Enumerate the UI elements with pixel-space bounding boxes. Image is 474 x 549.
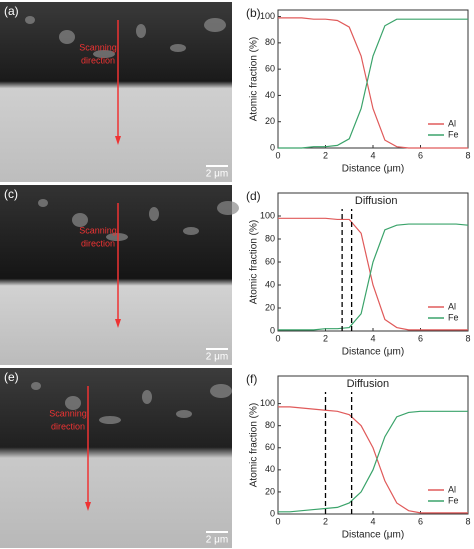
- y-tick-label: 100: [260, 398, 275, 408]
- scan-label: Scanning: [49, 408, 87, 418]
- x-tick-label: 4: [370, 333, 375, 343]
- y-axis-label: Atomic fraction (%): [249, 403, 260, 487]
- legend-label: Al: [448, 301, 456, 311]
- arrow-head: [115, 136, 121, 145]
- panel-label: (e): [4, 370, 19, 384]
- scan-label: Scanning: [79, 225, 117, 235]
- x-tick-label: 8: [465, 333, 470, 343]
- y-tick-label: 60: [265, 256, 275, 266]
- data-line: [278, 410, 468, 513]
- particle: [31, 382, 41, 390]
- particle: [65, 396, 81, 410]
- particle: [25, 16, 35, 24]
- data-line: [278, 18, 468, 149]
- scale-label: 2 μm: [206, 352, 228, 363]
- y-tick-label: 80: [265, 233, 275, 243]
- x-axis-label: Distance (μm): [342, 164, 404, 175]
- annotation: Diffusion: [355, 195, 398, 207]
- scan-label: Scanning: [79, 42, 117, 52]
- scale-label: 2 μm: [206, 535, 228, 546]
- data-line: [278, 217, 468, 331]
- arrow-head: [85, 502, 91, 511]
- sem-image: [0, 185, 232, 365]
- x-tick-label: 8: [465, 516, 470, 526]
- data-line: [278, 223, 469, 331]
- legend-label: Fe: [448, 129, 459, 139]
- y-tick-label: 60: [265, 442, 275, 452]
- y-axis-label: Atomic fraction (%): [249, 220, 260, 304]
- x-tick-label: 2: [323, 333, 328, 343]
- x-axis-label: Distance (μm): [342, 347, 404, 358]
- annotation: Diffusion: [347, 378, 390, 390]
- x-tick-label: 6: [418, 150, 423, 160]
- x-tick-label: 6: [418, 516, 423, 526]
- scan-label: direction: [81, 55, 115, 65]
- legend-label: Fe: [448, 495, 459, 505]
- panel-label: (c): [4, 187, 18, 201]
- x-tick-label: 2: [323, 150, 328, 160]
- particle: [93, 50, 115, 58]
- particle: [38, 199, 48, 207]
- scale-bar: [206, 348, 228, 350]
- legend-label: Al: [448, 118, 456, 128]
- y-tick-label: 60: [265, 64, 275, 74]
- x-tick-label: 2: [323, 516, 328, 526]
- y-tick-label: 80: [265, 420, 275, 430]
- panel-label: (f): [246, 372, 257, 386]
- x-tick-label: 6: [418, 333, 423, 343]
- particle: [176, 410, 192, 418]
- particle: [136, 24, 146, 38]
- x-tick-label: 0: [275, 333, 280, 343]
- sem-image: [0, 368, 232, 548]
- particle: [149, 207, 159, 221]
- arrow-head: [115, 319, 121, 328]
- particle: [217, 201, 239, 215]
- y-tick-label: 0: [270, 142, 275, 152]
- particle: [99, 416, 121, 424]
- y-tick-label: 20: [265, 486, 275, 496]
- sem-image: [0, 2, 232, 182]
- y-tick-label: 20: [265, 302, 275, 312]
- x-tick-label: 0: [275, 516, 280, 526]
- scan-label: direction: [81, 238, 115, 248]
- particle: [72, 213, 88, 227]
- x-tick-label: 8: [465, 150, 470, 160]
- particle: [210, 384, 232, 398]
- scale-bar: [206, 165, 228, 167]
- scale-bar: [206, 531, 228, 533]
- legend-label: Fe: [448, 312, 459, 322]
- y-axis-label: Atomic fraction (%): [249, 37, 260, 121]
- particle: [106, 233, 128, 241]
- plot-frame: [277, 9, 469, 149]
- y-tick-label: 100: [260, 11, 275, 21]
- panel-label: (d): [246, 189, 261, 203]
- particle: [170, 44, 186, 52]
- x-tick-label: 0: [275, 150, 280, 160]
- y-tick-label: 0: [270, 508, 275, 518]
- y-tick-label: 40: [265, 279, 275, 289]
- x-tick-label: 4: [370, 150, 375, 160]
- particle: [204, 18, 226, 32]
- panel-label: (a): [4, 4, 19, 18]
- particle: [142, 390, 152, 404]
- data-line: [278, 406, 468, 514]
- particle: [59, 30, 75, 44]
- x-axis-label: Distance (μm): [342, 530, 404, 541]
- y-tick-label: 0: [270, 325, 275, 335]
- data-line: [278, 17, 468, 149]
- y-tick-label: 100: [260, 210, 275, 220]
- panel-label: (b): [246, 6, 261, 20]
- x-tick-label: 4: [370, 516, 375, 526]
- y-tick-label: 80: [265, 37, 275, 47]
- y-tick-label: 40: [265, 90, 275, 100]
- y-tick-label: 40: [265, 464, 275, 474]
- legend-label: Al: [448, 484, 456, 494]
- particle: [183, 227, 199, 235]
- plot-frame: [277, 375, 469, 515]
- y-tick-label: 20: [265, 116, 275, 126]
- scan-label: direction: [51, 421, 85, 431]
- scale-label: 2 μm: [206, 169, 228, 180]
